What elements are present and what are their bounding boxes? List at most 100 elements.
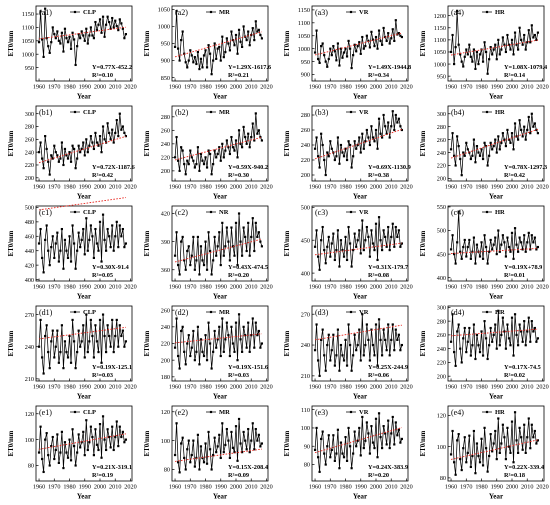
legend-label: CLP bbox=[83, 409, 96, 416]
x-tick-label: 1960 bbox=[309, 384, 321, 391]
data-point bbox=[471, 60, 474, 63]
data-point bbox=[478, 53, 482, 56]
data-point bbox=[114, 435, 117, 439]
data-point bbox=[198, 363, 201, 366]
data-point bbox=[103, 334, 106, 338]
data-point bbox=[335, 452, 338, 455]
data-point bbox=[358, 328, 361, 331]
y-tick-label: 500 bbox=[437, 228, 446, 235]
data-point bbox=[204, 442, 207, 445]
x-tick-label: 1970 bbox=[460, 184, 472, 191]
y-tick-label: 180 bbox=[161, 374, 170, 381]
data-point bbox=[227, 439, 230, 442]
y-tick-label: 240 bbox=[437, 150, 446, 157]
x-tick-label: 1970 bbox=[324, 284, 336, 291]
data-point bbox=[530, 234, 533, 237]
data-point bbox=[313, 349, 317, 352]
data-point bbox=[326, 445, 329, 448]
data-point bbox=[481, 257, 485, 260]
data-point bbox=[124, 242, 128, 245]
data-point bbox=[387, 323, 390, 326]
data-point bbox=[83, 39, 86, 42]
data-point bbox=[380, 354, 384, 357]
legend-label: HR bbox=[495, 9, 505, 16]
data-point bbox=[65, 154, 68, 157]
data-point bbox=[350, 166, 353, 169]
data-point bbox=[178, 169, 181, 172]
data-point bbox=[475, 442, 479, 445]
data-point bbox=[465, 461, 468, 464]
data-point bbox=[462, 151, 465, 154]
data-point bbox=[370, 229, 373, 232]
data-point bbox=[85, 419, 88, 422]
data-point bbox=[216, 338, 219, 341]
legend-label: VR bbox=[359, 209, 369, 216]
y-tick-label: 220 bbox=[437, 163, 446, 170]
data-point bbox=[51, 235, 54, 238]
data-point bbox=[352, 54, 355, 57]
data-point bbox=[491, 340, 494, 343]
series-line bbox=[314, 20, 403, 69]
y-tick-label: 1100 bbox=[298, 20, 310, 27]
x-tick-label: 1990 bbox=[79, 84, 91, 91]
data-point bbox=[89, 135, 92, 138]
data-point bbox=[80, 238, 83, 241]
data-point bbox=[112, 26, 115, 29]
data-point bbox=[118, 112, 121, 115]
y-tick-label: 480 bbox=[25, 219, 34, 226]
data-point bbox=[248, 146, 251, 149]
x-tick-label: 2010 bbox=[245, 284, 257, 291]
data-point bbox=[466, 245, 469, 249]
data-point bbox=[320, 44, 323, 48]
data-point bbox=[57, 461, 60, 464]
data-point bbox=[230, 430, 233, 434]
data-point bbox=[379, 39, 382, 43]
data-point bbox=[342, 359, 346, 362]
data-point bbox=[330, 54, 333, 57]
series-line bbox=[314, 111, 403, 176]
x-tick-label: 1980 bbox=[199, 484, 211, 491]
y-axis-label: ET0/mm bbox=[144, 130, 151, 156]
r-squared: R²=0.21 bbox=[228, 72, 249, 79]
x-axis-label: Year bbox=[489, 93, 504, 101]
data-point bbox=[497, 309, 500, 312]
data-point bbox=[509, 250, 512, 253]
data-point bbox=[364, 44, 367, 48]
data-point bbox=[536, 132, 540, 135]
legend-marker bbox=[485, 210, 489, 214]
data-point bbox=[231, 245, 235, 248]
data-point bbox=[208, 249, 212, 253]
data-point bbox=[316, 255, 320, 258]
data-point bbox=[65, 451, 68, 454]
data-point bbox=[504, 255, 508, 258]
data-point bbox=[54, 242, 57, 245]
data-point bbox=[103, 238, 106, 241]
data-point bbox=[98, 135, 102, 138]
data-point bbox=[233, 254, 236, 257]
data-point bbox=[377, 412, 381, 415]
data-point bbox=[385, 349, 388, 352]
y-tick-label: 260 bbox=[161, 128, 170, 135]
data-point bbox=[480, 148, 483, 151]
data-point bbox=[333, 50, 336, 53]
data-point bbox=[480, 437, 483, 440]
data-point bbox=[358, 229, 361, 232]
data-point bbox=[371, 38, 375, 41]
data-point bbox=[259, 240, 262, 243]
y-tick-label: 1200 bbox=[434, 13, 446, 20]
data-point bbox=[518, 426, 521, 429]
data-point bbox=[356, 44, 359, 48]
y-tick-label: 80 bbox=[164, 467, 170, 474]
x-tick-label: 1960 bbox=[169, 484, 181, 491]
x-tick-label: 1990 bbox=[79, 384, 91, 391]
data-point bbox=[501, 234, 504, 237]
panel-tag: (d4) bbox=[451, 308, 465, 317]
x-tick-label: 2020 bbox=[260, 484, 272, 491]
panel-tag: (b1) bbox=[39, 108, 53, 117]
data-point bbox=[240, 45, 244, 49]
data-point bbox=[173, 156, 177, 159]
data-point bbox=[44, 7, 47, 10]
legend-marker bbox=[485, 310, 489, 314]
data-point bbox=[186, 249, 189, 253]
data-point bbox=[376, 364, 379, 367]
